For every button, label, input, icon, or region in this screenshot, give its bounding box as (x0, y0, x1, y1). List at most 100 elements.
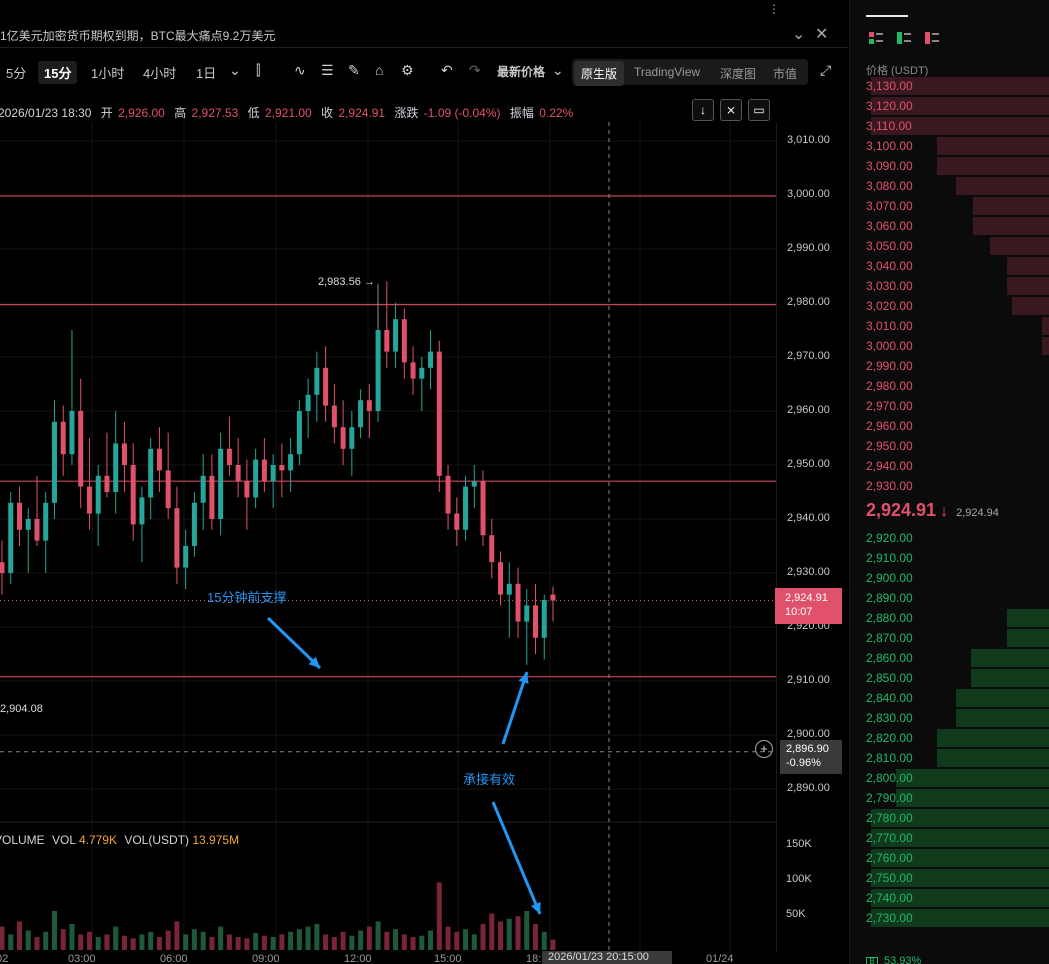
ask-row[interactable]: 3,040.00 (850, 256, 1049, 276)
bid-row[interactable]: 2,850.00 (850, 668, 1049, 688)
price-tick: 2,980.00 (787, 296, 830, 308)
bid-row[interactable]: 2,920.00 (850, 528, 1049, 548)
news-title[interactable]: 1亿美元加密货币期权到期，BTC最大痛点9.2万美元 (0, 29, 276, 43)
bid-row[interactable]: 2,870.00 (850, 628, 1049, 648)
candle-type-icon[interactable]: ⫿ (256, 62, 261, 78)
fullscreen-icon[interactable]: ⤢ (820, 62, 832, 78)
interval-15m[interactable]: 15分 (38, 61, 78, 84)
interval-4h[interactable]: 4小时 (143, 66, 177, 81)
interval-more-chevron-icon[interactable]: ⌄ (229, 62, 241, 78)
volume-bar (261, 935, 267, 950)
ask-row[interactable]: 3,030.00 (850, 276, 1049, 296)
price-axis[interactable]: 3,010.00 3,000.00 2,990.00 2,980.00 2,970.00… (776, 122, 844, 952)
ask-row[interactable]: 3,130.00 (850, 76, 1049, 96)
candle-body (270, 465, 276, 482)
interval-1h[interactable]: 1小时 (91, 66, 125, 81)
scroll-down-button[interactable]: ↓ (692, 99, 714, 121)
orderbook-price: 2,760.00 (866, 851, 913, 865)
bid-row[interactable]: 2,830.00 (850, 708, 1049, 728)
price-mode-select[interactable]: 最新价格 (497, 65, 546, 79)
ask-row[interactable]: 2,930.00 (850, 476, 1049, 496)
bid-row[interactable]: 2,890.00 (850, 588, 1049, 608)
ask-row[interactable]: 2,950.00 (850, 436, 1049, 456)
bid-row[interactable]: 2,770.00 (850, 828, 1049, 848)
bid-row[interactable]: 2,840.00 (850, 688, 1049, 708)
bid-row[interactable]: 2,740.00 (850, 888, 1049, 908)
chevron-down-icon[interactable]: ⌄ (792, 26, 806, 43)
volume-series (0, 882, 556, 950)
ask-row[interactable]: 3,020.00 (850, 296, 1049, 316)
bid-row[interactable]: 2,810.00 (850, 748, 1049, 768)
ask-row[interactable]: 3,050.00 (850, 236, 1049, 256)
interval-1d[interactable]: 1日 (196, 66, 217, 81)
vol-label: VOL (52, 833, 76, 847)
bid-row[interactable]: 2,750.00 (850, 868, 1049, 888)
more-vertical-icon[interactable]: ⋮ (768, 2, 780, 16)
ask-row[interactable]: 2,990.00 (850, 356, 1049, 376)
both-sides-view-icon[interactable] (868, 30, 884, 46)
view-depth[interactable]: 深度图 (720, 67, 757, 81)
open-label: 开 (100, 106, 113, 120)
maximize-button[interactable]: ▭ (748, 99, 770, 121)
ask-row[interactable]: 3,100.00 (850, 136, 1049, 156)
volume-bar (463, 929, 469, 950)
ask-row[interactable]: 3,120.00 (850, 96, 1049, 116)
volume-legend: VOLUME VOL 4.779K VOL(USDT) 13.975M (0, 833, 239, 847)
bid-row[interactable]: 2,900.00 (850, 568, 1049, 588)
undo-icon[interactable]: ↶ (441, 62, 453, 78)
ask-row[interactable]: 3,090.00 (850, 156, 1049, 176)
bids-only-view-icon[interactable] (896, 30, 912, 46)
ask-row[interactable]: 2,960.00 (850, 416, 1049, 436)
draw-tool-icon[interactable]: ✎ (348, 62, 360, 78)
view-native[interactable]: 原生版 (574, 61, 625, 86)
view-market-cap[interactable]: 市值 (773, 67, 798, 81)
volume-bar (174, 921, 180, 950)
ask-row[interactable]: 3,000.00 (850, 336, 1049, 356)
candle-body (261, 459, 267, 482)
close-icon[interactable]: ✕ (815, 26, 829, 43)
orderbook-tab-indicator[interactable] (866, 15, 908, 17)
bid-row[interactable]: 2,800.00 (850, 768, 1049, 788)
accept-annotation: 承接有效 (463, 772, 516, 787)
candlestick-chart[interactable] (0, 122, 776, 952)
ask-row[interactable]: 3,010.00 (850, 316, 1049, 336)
ask-row[interactable]: 3,080.00 (850, 176, 1049, 196)
volume-bar (183, 934, 189, 950)
redo-icon[interactable]: ↷ (469, 62, 481, 78)
bid-row[interactable]: 2,910.00 (850, 548, 1049, 568)
bid-row[interactable]: 2,730.00 (850, 908, 1049, 928)
ask-row[interactable]: 2,970.00 (850, 396, 1049, 416)
candle-body (331, 405, 337, 428)
bid-row[interactable]: 2,860.00 (850, 648, 1049, 668)
ask-row[interactable]: 3,060.00 (850, 216, 1049, 236)
list-icon[interactable]: ☰ (321, 62, 334, 78)
candle-body (454, 513, 460, 530)
interval-5m[interactable]: 5分 (6, 66, 27, 81)
view-tradingview[interactable]: TradingView (634, 65, 701, 79)
asks-only-view-icon[interactable] (924, 30, 940, 46)
volume-bar (279, 934, 285, 950)
bid-row[interactable]: 2,820.00 (850, 728, 1049, 748)
orderbook-price: 2,750.00 (866, 871, 913, 885)
depth-bar (937, 749, 1049, 767)
settings-gear-icon[interactable]: ⚙ (401, 62, 414, 78)
price-mode-chevron-icon[interactable]: ⌄ (552, 62, 564, 78)
candle-body (235, 465, 241, 482)
add-alert-plus-icon[interactable]: + (755, 740, 773, 758)
template-icon[interactable]: ⌂ (375, 62, 384, 78)
indicator-icon[interactable]: ∿ (294, 62, 306, 78)
ask-row[interactable]: 3,070.00 (850, 196, 1049, 216)
bid-row[interactable]: 2,760.00 (850, 848, 1049, 868)
ask-row[interactable]: 2,940.00 (850, 456, 1049, 476)
ask-row[interactable]: 2,980.00 (850, 376, 1049, 396)
bid-row[interactable]: 2,880.00 (850, 608, 1049, 628)
time-axis[interactable]: 02 03:00 06:00 09:00 12:00 15:00 18: 01/… (0, 951, 775, 964)
collapse-button[interactable]: ⨯ (720, 99, 742, 121)
bid-row[interactable]: 2,790.00 (850, 788, 1049, 808)
candle-body (366, 400, 372, 411)
ask-row[interactable]: 3,110.00 (850, 116, 1049, 136)
buy-ratio-value: 53.93% (884, 955, 922, 964)
bid-row[interactable]: 2,780.00 (850, 808, 1049, 828)
orderbook-price: 2,800.00 (866, 771, 913, 785)
